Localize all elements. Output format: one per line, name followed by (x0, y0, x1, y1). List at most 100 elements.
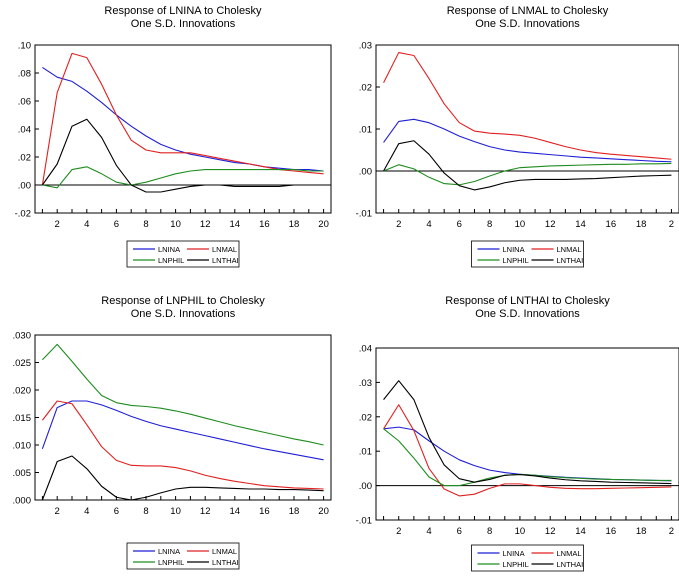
y-tick-label: .030 (13, 331, 32, 342)
legend-label-lnphil: LNPHIL (158, 558, 184, 567)
legend-label-lnina: LNINA (158, 547, 180, 556)
y-tick-label: .03 (359, 378, 372, 389)
chart-title: Response of LNINA to Cholesky (104, 5, 262, 17)
x-tick-label: 14 (575, 219, 586, 230)
x-tick-label: 20 (318, 506, 329, 517)
plot-frame (34, 334, 332, 501)
x-tick-label: 18 (289, 219, 300, 230)
legend-label-lnthai: LNTHAI (557, 560, 584, 569)
x-tick-label: 18 (289, 506, 300, 517)
x-tick-label: 4 (84, 506, 89, 517)
series-line-lnphil (42, 166, 324, 189)
y-tick-label: .01 (359, 125, 372, 136)
x-tick-label: 2 (669, 219, 674, 230)
x-tick-label: 6 (114, 506, 119, 517)
y-tick-label: .04 (18, 125, 31, 136)
x-tick-label: 2 (669, 526, 674, 537)
series-line-lnina (383, 118, 672, 163)
y-tick-label: .02 (18, 153, 31, 164)
legend-label-lnthai: LNTHAI (212, 256, 239, 265)
x-tick-label: 12 (200, 219, 211, 230)
legend-label-lnmal: LNMAL (557, 549, 582, 558)
chart-subtitle: One S.D. Innovations (475, 308, 580, 320)
x-tick-label: 2 (55, 506, 60, 517)
series-line-lnthai (41, 118, 324, 193)
y-tick-label: .015 (13, 413, 32, 424)
chart-subtitle: One S.D. Innovations (131, 308, 236, 320)
x-tick-label: 14 (230, 219, 241, 230)
series-line-lnthai (383, 140, 672, 191)
x-tick-label: 12 (545, 219, 556, 230)
y-tick-label: -.01 (356, 516, 372, 527)
series-line-lnmal (383, 404, 672, 497)
y-tick-label: .025 (13, 358, 32, 369)
series-line-lnmal (383, 52, 672, 160)
y-tick-label: .00 (359, 167, 372, 178)
legend-label-lnmal: LNMAL (212, 245, 237, 254)
y-tick-label: .06 (18, 97, 31, 108)
legend-label-lnphil: LNPHIL (158, 256, 184, 265)
y-tick-label: .01 (359, 447, 372, 458)
legend-label-lnphil: LNPHIL (503, 560, 529, 569)
x-tick-label: 8 (487, 526, 492, 537)
x-tick-label: 14 (230, 506, 241, 517)
x-tick-label: 14 (575, 526, 586, 537)
series-line-lnphil (383, 162, 672, 186)
y-tick-label: .000 (13, 496, 32, 507)
x-tick-label: 4 (426, 219, 431, 230)
y-tick-label: .10 (18, 41, 31, 52)
series-line-lnina (42, 66, 324, 172)
series-line-lnthai (383, 380, 672, 485)
chart-title: Response of LNMAL to Cholesky (447, 5, 609, 17)
x-tick-label: 20 (318, 219, 329, 230)
legend: LNINA LNMAL LNPHIL LNTHAI (471, 544, 584, 572)
series-line-lnphil (42, 343, 324, 446)
x-tick-label: 2 (396, 526, 401, 537)
series-line-lnthai (41, 455, 324, 501)
x-tick-label: 2 (396, 219, 401, 230)
chart-title: Response of LNTHAI to Cholesky (445, 295, 610, 307)
legend-label-lnmal: LNMAL (557, 245, 582, 254)
legend: LNINA LNMAL LNPHIL LNTHAI (126, 542, 240, 570)
chart-subtitle: One S.D. Innovations (475, 18, 580, 30)
legend-box (126, 542, 240, 570)
legend-label-lnina: LNINA (503, 245, 525, 254)
y-tick-label: .03 (359, 41, 372, 52)
x-tick-label: 10 (515, 219, 526, 230)
x-tick-label: 16 (606, 219, 617, 230)
series-line-lnphil (383, 428, 672, 487)
y-tick-label: .02 (359, 412, 372, 423)
legend: LNINA LNMAL LNPHIL LNTHAI (126, 240, 240, 268)
y-tick-label: .010 (13, 441, 32, 452)
x-tick-label: 10 (170, 219, 181, 230)
y-tick-label: .005 (13, 468, 32, 479)
legend-box (471, 240, 584, 268)
legend: LNINA LNMAL LNPHIL LNTHAI (471, 240, 584, 268)
y-tick-label: .00 (359, 481, 372, 492)
series-line-lnina (41, 400, 324, 461)
x-tick-label: 4 (426, 526, 431, 537)
legend-box (471, 544, 584, 572)
x-tick-label: 10 (170, 506, 181, 517)
y-tick-label: .020 (13, 386, 32, 397)
y-tick-label: -.02 (15, 209, 31, 220)
legend-box (126, 240, 240, 268)
plot-frame (375, 44, 679, 214)
x-tick-label: 4 (84, 219, 89, 230)
x-tick-label: 8 (143, 219, 148, 230)
plot-frame (375, 347, 679, 521)
series-line-lnmal (41, 400, 324, 490)
legend-label-lnina: LNINA (503, 549, 525, 558)
y-tick-label: .02 (359, 83, 372, 94)
x-tick-label: 10 (515, 526, 526, 537)
y-tick-label: -.01 (356, 209, 372, 220)
x-tick-label: 18 (636, 526, 647, 537)
legend-label-lnthai: LNTHAI (212, 558, 239, 567)
x-tick-label: 8 (487, 219, 492, 230)
x-tick-label: 2 (55, 219, 60, 230)
